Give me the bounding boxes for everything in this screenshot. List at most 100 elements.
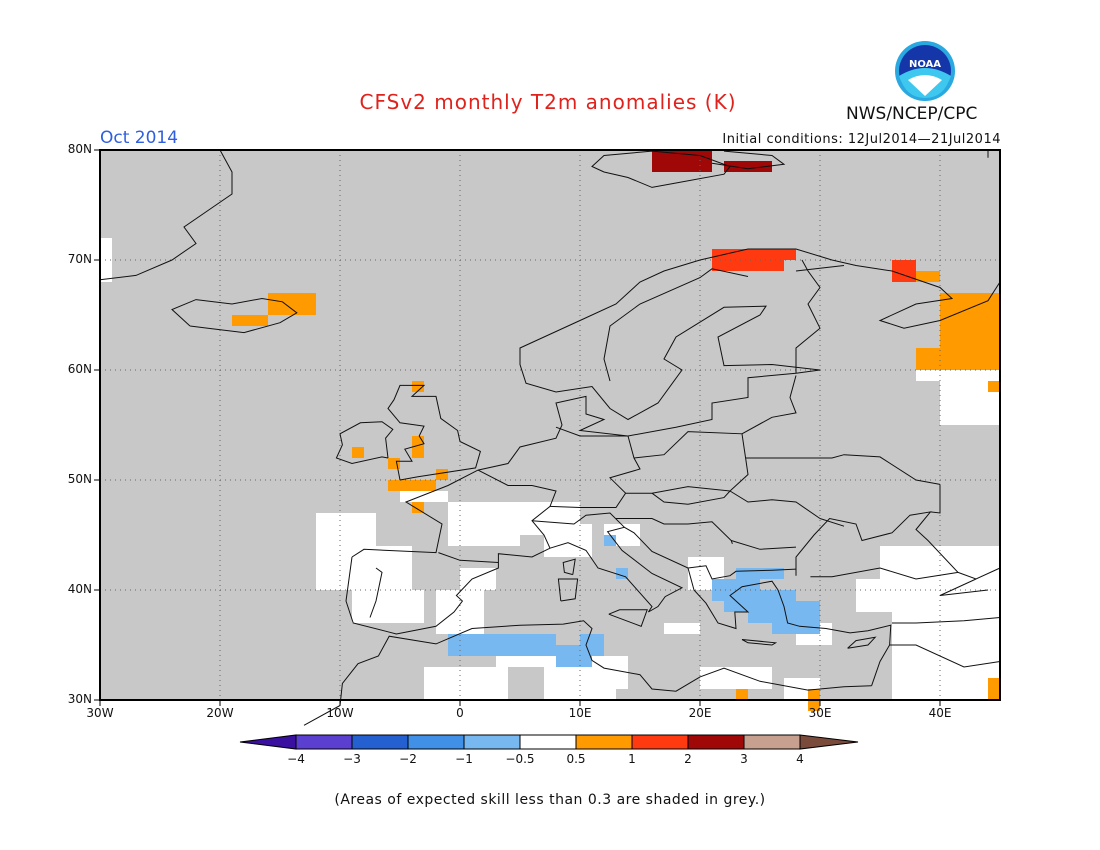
anomaly-cell-white <box>892 612 1000 700</box>
lon-label: 0 <box>456 706 464 720</box>
anomaly-cell-white <box>400 491 448 502</box>
coastline-segment <box>345 526 892 686</box>
lon-label: 30E <box>808 706 832 720</box>
anomaly-cell-light-blue <box>616 568 628 579</box>
coastline-segment <box>741 375 797 435</box>
anomaly-cell-white <box>352 590 424 623</box>
coastline-segment <box>741 639 778 646</box>
colorbar-tick-label: −4 <box>287 752 305 766</box>
anomaly-cell-orange <box>988 381 1000 392</box>
lat-label: 30N <box>67 692 92 706</box>
coastline-segment <box>731 540 797 550</box>
anomaly-cell-light-blue <box>736 568 784 579</box>
forecast-month: Oct 2014 <box>100 128 179 148</box>
coastline-segment <box>608 609 648 627</box>
coastline-segment <box>303 620 872 726</box>
coastline-segment <box>591 150 731 188</box>
anomaly-cell-orange <box>940 359 964 370</box>
anomaly-cell-orange <box>736 689 748 700</box>
anomaly-cell-white <box>316 546 412 590</box>
anomaly-cell-red <box>736 249 796 260</box>
svg-text:NOAA: NOAA <box>909 59 941 70</box>
coastline-segment <box>99 149 233 281</box>
map-frame <box>99 149 1001 701</box>
colorbar-tick-label: 1 <box>628 752 636 766</box>
coastline-segment <box>795 259 821 374</box>
anomaly-cell-orange <box>352 447 364 458</box>
anomaly-cell-dark-red <box>652 150 712 161</box>
coastline-segment <box>847 636 877 649</box>
anomaly-cell-white <box>700 667 772 689</box>
anomaly-cell-light-blue <box>604 535 616 546</box>
lat-label: 40N <box>67 582 92 596</box>
anomaly-cell-dark-red <box>652 161 712 172</box>
anomaly-cell-white <box>460 568 496 590</box>
coastline-segment <box>892 617 1001 624</box>
coastline-segment <box>438 552 499 563</box>
coastline-segment <box>819 518 845 527</box>
anomaly-cell-orange <box>388 458 400 469</box>
noaa-logo-icon: NOAA <box>895 41 955 101</box>
anomaly-cell-red <box>892 260 916 282</box>
anomaly-cell-white <box>880 546 1000 579</box>
lon-label: 20W <box>206 706 234 720</box>
anomaly-cell-orange <box>412 502 424 513</box>
colorbar-tick-label: 0.5 <box>566 752 586 766</box>
skill-note: (Areas of expected skill less than 0.3 a… <box>334 792 766 808</box>
map-title: CFSv2 monthly T2m anomalies (K) <box>359 90 737 114</box>
coastline-segment <box>562 558 576 576</box>
anomaly-cell-white <box>856 579 1000 612</box>
colorbar-tick-label: −0.5 <box>505 752 535 766</box>
coastline-segment <box>549 426 641 508</box>
coastline-segment <box>745 454 941 485</box>
coastline-segment <box>729 490 821 519</box>
anomaly-cell-white <box>544 524 592 557</box>
lon-label: 20E <box>688 706 712 720</box>
anomaly-cell-orange <box>988 678 1000 700</box>
colorbar-tick-label: 4 <box>796 752 804 766</box>
lat-label: 80N <box>67 142 92 156</box>
map-background <box>100 150 1000 700</box>
coastline-segment <box>369 567 383 618</box>
coastline-segment <box>171 297 298 334</box>
anomaly-cell-orange <box>940 293 1000 348</box>
anomaly-cell-white <box>316 513 376 546</box>
anomaly-cell-white <box>424 667 508 700</box>
coastline-segment <box>795 511 960 580</box>
lat-label: 50N <box>67 472 92 486</box>
anomaly-cells <box>100 150 1000 711</box>
anomaly-cell-white <box>664 623 700 634</box>
coastline-segment <box>477 469 557 549</box>
anomaly-cell-orange <box>436 469 448 480</box>
lon-label: 10E <box>568 706 592 720</box>
coastline-segment <box>795 265 845 272</box>
coastline-segment <box>930 484 941 514</box>
colorbar-tick-label: −1 <box>455 752 473 766</box>
anomaly-cell-orange <box>388 480 436 491</box>
anomaly-cell-dark-red <box>724 161 772 172</box>
coastline-segment <box>889 644 1001 668</box>
lon-label: 10W <box>326 706 354 720</box>
anomaly-cell-light-blue <box>772 601 820 634</box>
colorbar-tick-label: −2 <box>399 752 417 766</box>
coastline-segment <box>557 578 579 602</box>
initial-conditions: Initial conditions: 12Jul2014—21Jul2014 <box>722 132 1001 147</box>
coastline-segment <box>651 490 731 505</box>
axis-ticks <box>94 149 941 706</box>
colorbar-tick-label: 2 <box>684 752 692 766</box>
agency-label: NWS/NCEP/CPC <box>846 104 978 124</box>
lon-label: 40E <box>928 706 952 720</box>
lat-label: 60N <box>67 362 92 376</box>
lon-label: 30W <box>86 706 114 720</box>
coastline-segment <box>351 248 1001 558</box>
coastline-segment <box>335 421 394 465</box>
coastline-segment <box>603 268 749 382</box>
coastline-segment <box>531 512 625 528</box>
anomaly-cell-light-blue <box>580 634 604 656</box>
anomaly-cell-orange <box>232 315 268 326</box>
anomaly-cell-light-blue <box>484 634 544 645</box>
anomaly-cell-orange <box>916 271 940 282</box>
coastlines <box>99 149 1001 726</box>
coastline-segment <box>387 384 481 481</box>
